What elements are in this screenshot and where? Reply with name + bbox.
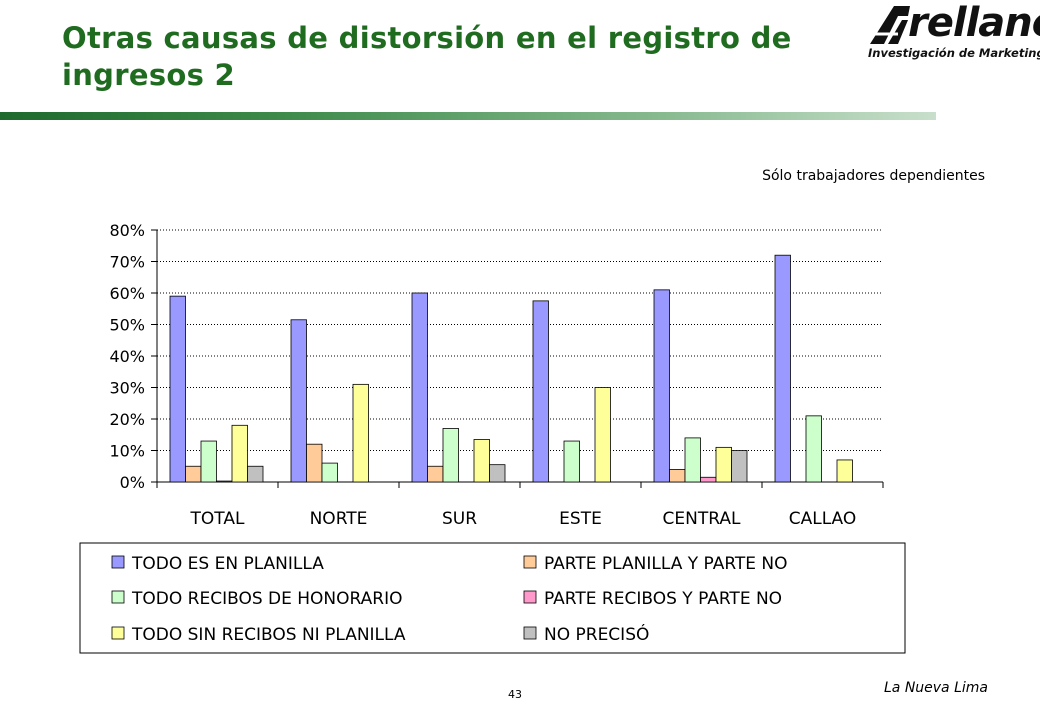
- y-tick-label: 80%: [109, 221, 145, 240]
- legend-label: PARTE PLANILLA Y PARTE NO: [544, 554, 788, 574]
- bar: [306, 443, 323, 483]
- bar: [715, 446, 732, 483]
- logo-name: rellano: [908, 0, 1040, 46]
- legend-label: NO PRECISÓ: [544, 623, 649, 645]
- x-tick-label: ESTE: [559, 509, 602, 529]
- bar: [185, 465, 202, 483]
- bar: [231, 424, 248, 483]
- x-tick-label: NORTE: [310, 509, 368, 529]
- bar: [700, 476, 717, 483]
- legend-box: [79, 542, 906, 654]
- bar: [774, 254, 791, 483]
- bar: [321, 462, 338, 483]
- y-tick-label: 40%: [109, 347, 145, 366]
- bar: [805, 415, 822, 483]
- legend-label: TODO RECIBOS DE HONORARIO: [131, 589, 402, 609]
- legend-swatch: [111, 590, 125, 604]
- bar: [532, 300, 549, 483]
- bar: [427, 465, 444, 483]
- legend-label: TODO SIN RECIBOS NI PLANILLA: [131, 625, 406, 645]
- bar: [352, 383, 369, 483]
- x-tick-label: TOTAL: [190, 509, 245, 529]
- y-tick-label: 10%: [109, 442, 145, 461]
- bar: [473, 439, 490, 483]
- legend-swatch: [111, 555, 125, 569]
- y-tick-label: 0%: [120, 473, 145, 492]
- bar: [836, 459, 853, 483]
- legend-swatch: [523, 555, 537, 569]
- bar: [216, 480, 233, 483]
- bar: [411, 292, 428, 483]
- bar: [684, 437, 701, 483]
- bar: [653, 289, 670, 483]
- bar: [442, 428, 459, 483]
- bar: [290, 319, 307, 483]
- y-tick-label: 30%: [109, 379, 145, 398]
- page-number: 43: [508, 688, 522, 701]
- x-tick-label: CENTRAL: [663, 509, 741, 529]
- page-title: Otras causas de distorsión en el registr…: [62, 21, 792, 92]
- bar: [563, 440, 580, 483]
- legend-label: TODO ES EN PLANILLA: [131, 554, 324, 574]
- bar: [669, 468, 686, 483]
- legend-swatch: [111, 626, 125, 640]
- legend-label: PARTE RECIBOS Y PARTE NO: [544, 589, 782, 609]
- x-tick-label: SUR: [442, 509, 477, 529]
- y-tick-label: 20%: [109, 410, 145, 429]
- bar: [594, 387, 611, 483]
- y-tick-label: 70%: [109, 253, 145, 272]
- bar: [731, 450, 748, 483]
- logo-tagline: Investigación de Marketing: [868, 46, 1040, 60]
- y-tick-label: 50%: [109, 316, 145, 335]
- footer-caption: La Nueva Lima: [883, 680, 988, 696]
- legend-swatch: [523, 626, 537, 640]
- y-tick-label: 60%: [109, 284, 145, 303]
- brand-logo: rellano Investigación de Marketing: [862, 0, 1040, 70]
- bar: [200, 440, 217, 483]
- title-divider: [0, 112, 936, 120]
- chart-subtitle: Sólo trabajadores dependientes: [762, 168, 985, 184]
- bar: [169, 295, 186, 483]
- x-tick-label: CALLAO: [789, 509, 857, 529]
- bar: [247, 465, 264, 483]
- logo-mark-icon: [870, 6, 910, 44]
- legend-swatch: [523, 590, 537, 604]
- bar: [489, 464, 506, 483]
